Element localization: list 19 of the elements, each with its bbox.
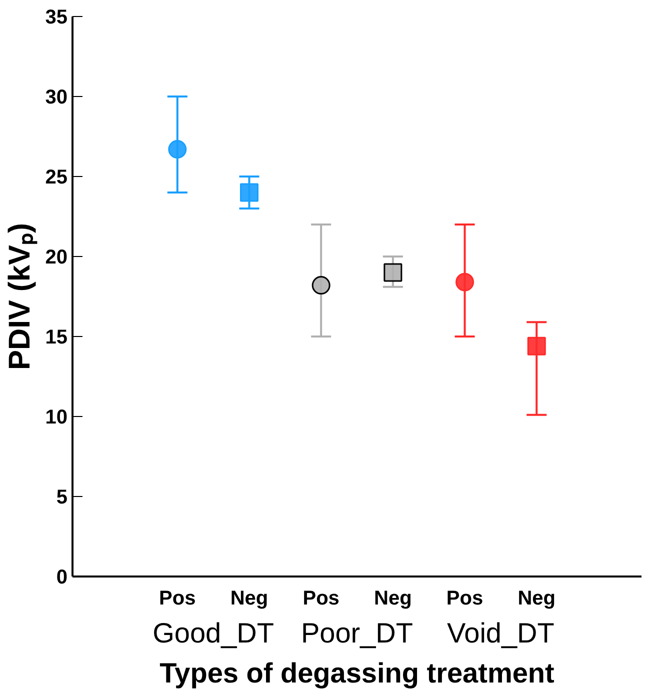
x-tick-label: Pos	[159, 588, 196, 610]
x-tick-label: Neg	[518, 588, 556, 610]
text: Poor_DT	[300, 618, 414, 648]
y-tick-label: 25	[45, 166, 68, 188]
text: Void_DT	[446, 618, 554, 648]
y-tick-label: 30	[45, 86, 68, 108]
x-tick-label: Neg	[230, 588, 268, 610]
y-tick-label: 15	[45, 326, 68, 348]
x-axis-title: Types of degassing treatment	[160, 658, 554, 688]
x-tick-label: Pos	[302, 588, 340, 610]
y-axis-title: PDIV (kVₚ)	[3, 222, 38, 370]
x-tick-label: Pos	[446, 588, 484, 610]
text: Good_DT	[152, 618, 274, 648]
y-tick-label: 5	[56, 486, 68, 508]
y-tick-label: 0	[56, 566, 68, 588]
y-tick-label: 20	[45, 246, 68, 268]
x-tick-label: Neg	[374, 588, 412, 610]
y-tick-label: 35	[45, 6, 68, 28]
y-tick-label: 10	[45, 406, 68, 428]
